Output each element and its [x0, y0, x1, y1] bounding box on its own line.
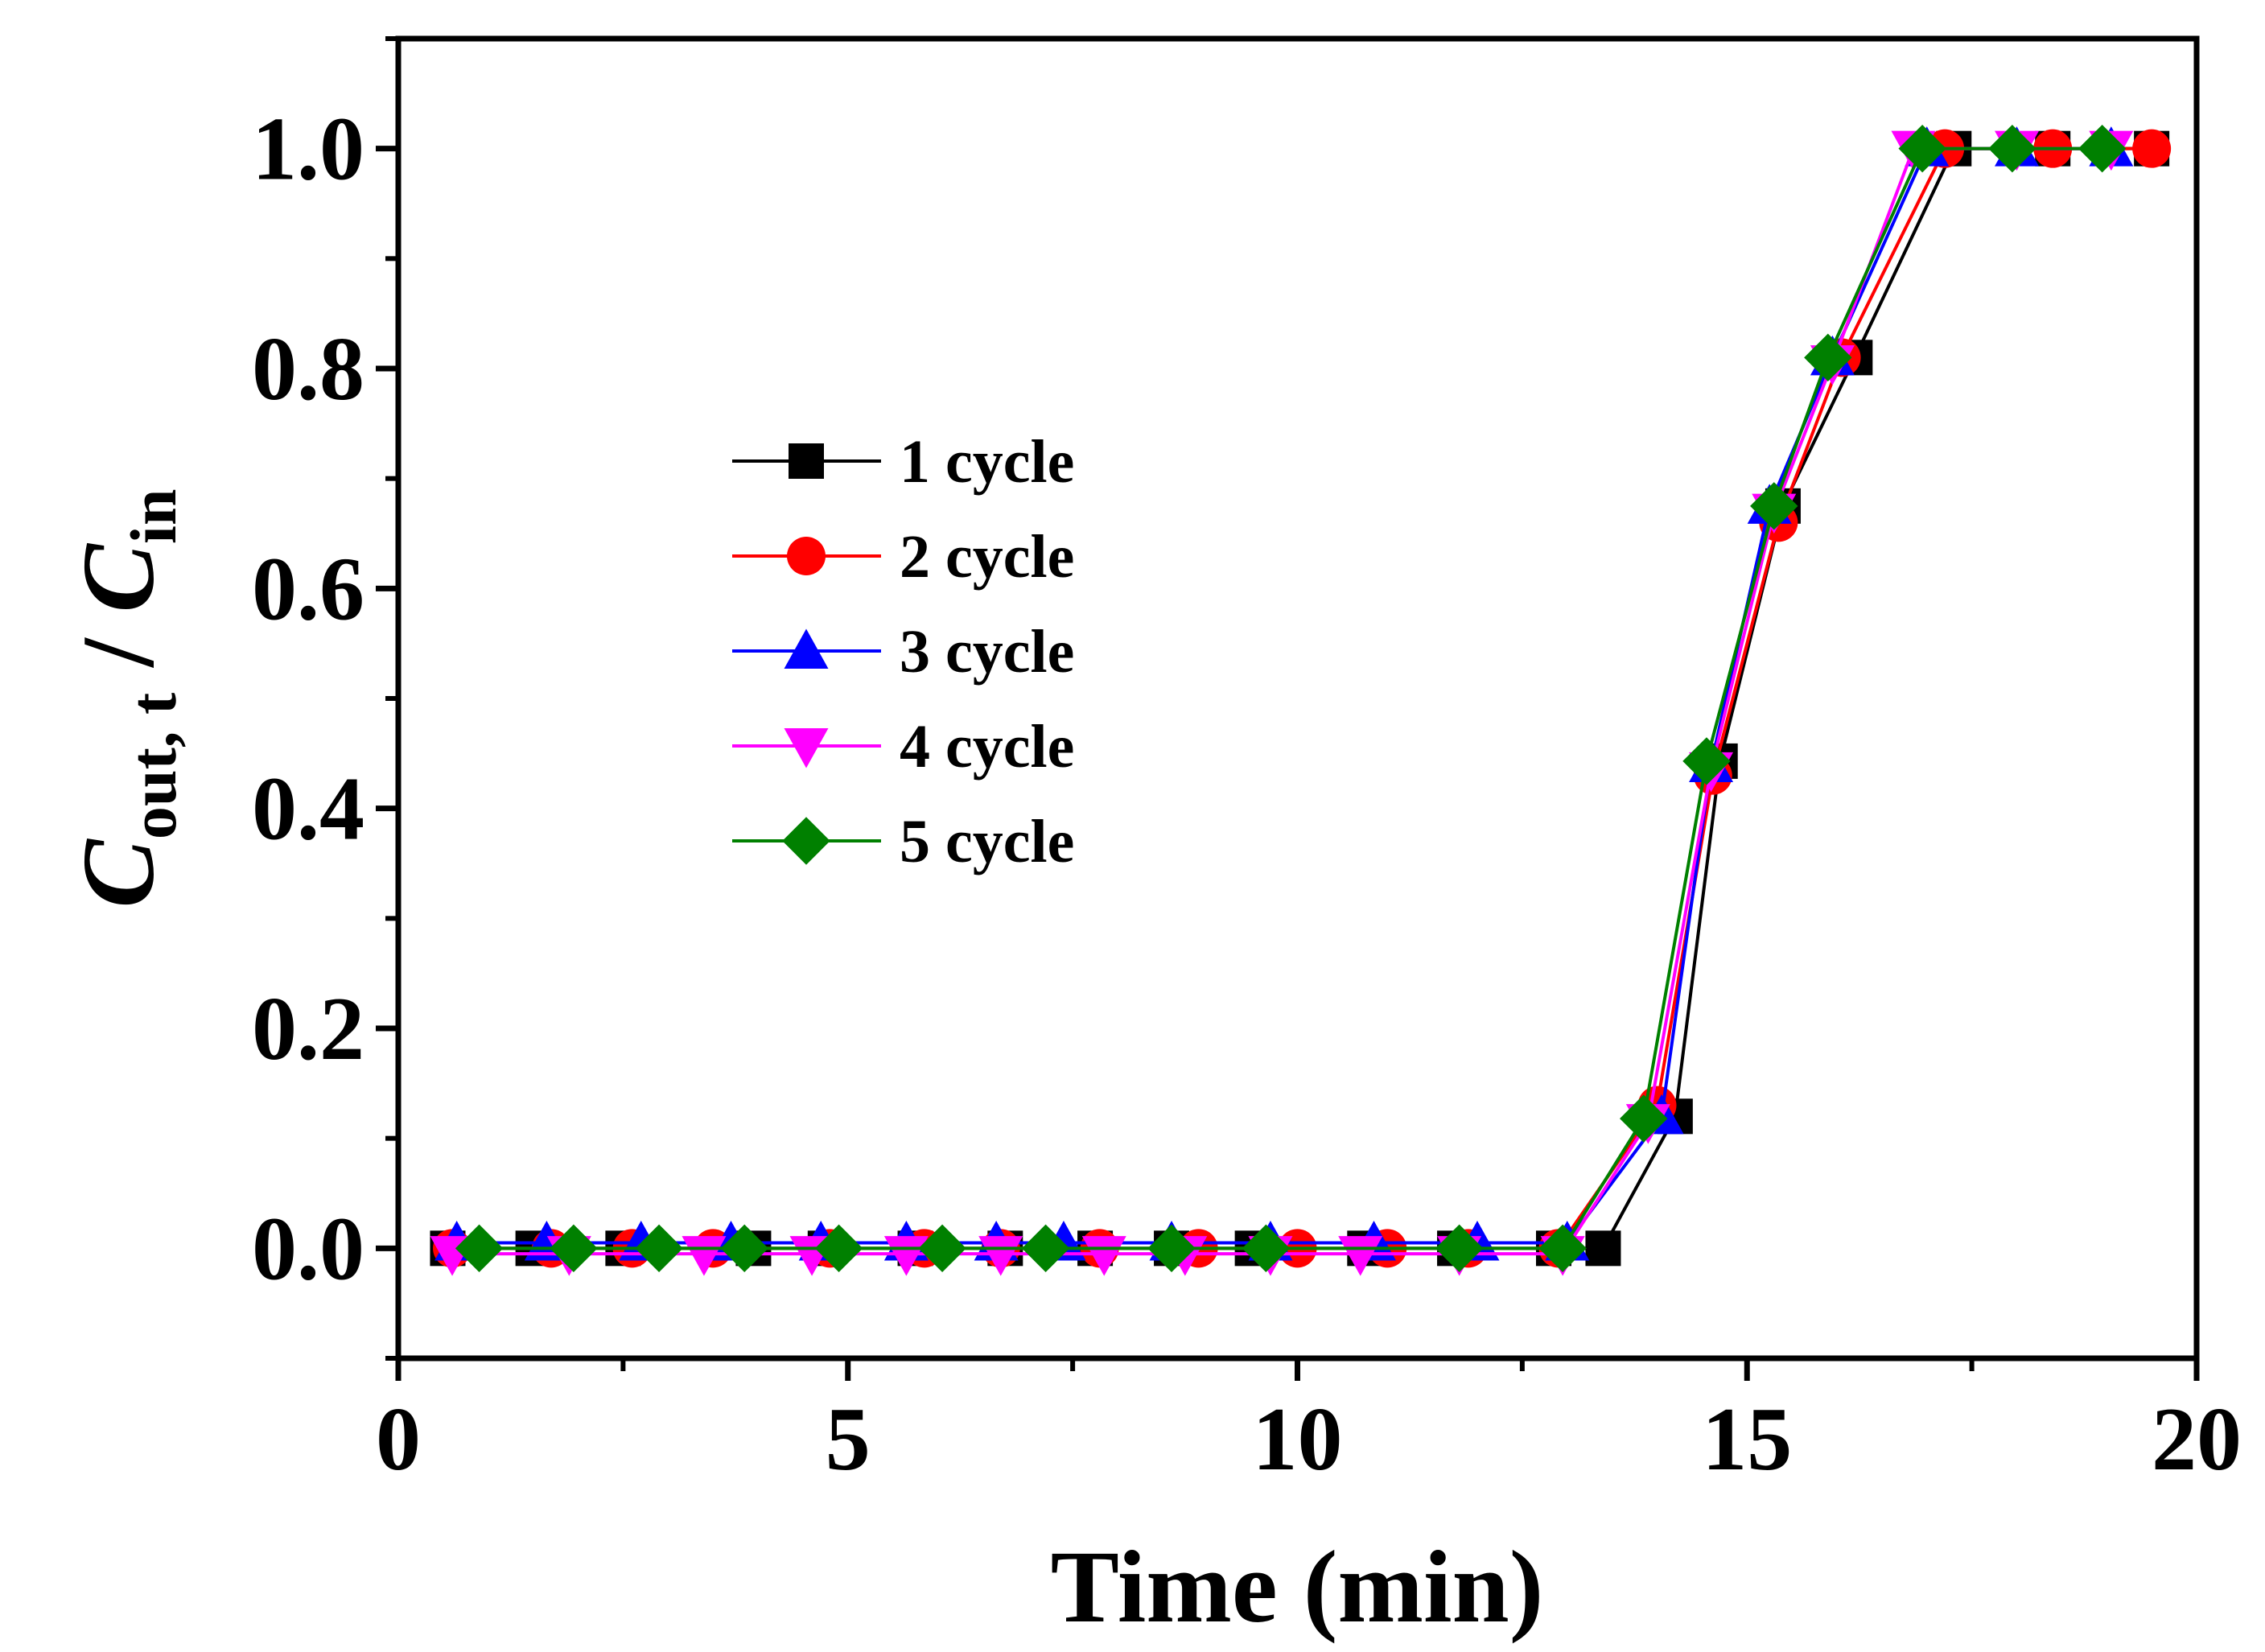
series-1: [430, 130, 2170, 1267]
data-point: [455, 1224, 504, 1273]
legend-label: 2 cycle: [900, 523, 1074, 591]
y-tick-label: 0.6: [252, 539, 364, 639]
data-point: [1898, 124, 1946, 173]
data-point: [1620, 1094, 1668, 1143]
legend-entry: 5 cycle: [732, 808, 1074, 875]
data-point: [1682, 737, 1731, 785]
x-tick-label: 20: [2152, 1390, 2242, 1489]
series-2: [433, 129, 2172, 1268]
data-point: [720, 1224, 768, 1273]
y-axis-title-c-in: C: [61, 542, 175, 612]
y-axis-title-separator: /: [61, 612, 175, 693]
data-point: [883, 1236, 929, 1276]
x-axis-title: Time (min): [1051, 1530, 1544, 1644]
data-point: [635, 1224, 683, 1273]
data-point: [1021, 1224, 1070, 1273]
legend-label: 3 cycle: [900, 618, 1074, 686]
data-point: [1081, 1236, 1126, 1276]
series-5: [455, 124, 2127, 1273]
legend-label: 1 cycle: [900, 428, 1074, 496]
y-tick-label: 0.0: [252, 1199, 364, 1299]
plot-frame: [395, 35, 2200, 1362]
data-point: [978, 1236, 1023, 1276]
x-tick-label: 5: [826, 1390, 871, 1489]
legend-marker: [784, 728, 829, 768]
data-point: [1338, 1236, 1383, 1276]
data-point: [1435, 1224, 1484, 1273]
data-point: [550, 1224, 598, 1273]
data-point: [918, 1224, 966, 1273]
legend-entry: 2 cycle: [732, 523, 1074, 591]
data-point: [1988, 124, 2036, 173]
data-point: [1538, 1224, 1587, 1273]
y-axis-title-sub-in: in: [117, 489, 190, 544]
data-point: [2132, 129, 2172, 168]
series-line: [452, 146, 2152, 1250]
series-3: [434, 126, 2134, 1261]
series-group: [430, 124, 2172, 1276]
data-point: [1804, 333, 1852, 382]
tick-labels: 0 5 10 15 20 0.0 0.2 0.4 0.6 0.8 1.0: [252, 100, 2242, 1489]
y-tick-label: 0.8: [252, 319, 364, 419]
y-tick-label: 1.0: [252, 100, 364, 200]
x-tick-label: 15: [1702, 1390, 1792, 1489]
axis-ticks: [376, 36, 2200, 1381]
legend-label: 5 cycle: [900, 808, 1074, 875]
y-axis-title: Cout, t / Cin: [61, 489, 190, 908]
legend-marker: [789, 443, 824, 479]
legend-entry: 4 cycle: [732, 713, 1074, 781]
legend-entry: 3 cycle: [732, 618, 1074, 686]
y-axis-title-c-out: C: [61, 838, 175, 908]
y-tick-label: 0.4: [252, 760, 364, 859]
x-tick-label: 0: [376, 1390, 421, 1489]
x-tick-label: 10: [1253, 1390, 1343, 1489]
legend-marker: [782, 817, 830, 865]
data-point: [1147, 1224, 1196, 1273]
y-axis-title-sub-out: out, t: [117, 693, 190, 839]
y-tick-label: 0.2: [252, 979, 364, 1079]
data-point: [682, 1236, 727, 1276]
series-line: [479, 146, 2102, 1250]
legend-entry: 1 cycle: [732, 428, 1074, 496]
legend: 1 cycle 2 cycle 3 cycle 4 cycle 5 cycle: [732, 428, 1074, 875]
legend-label: 4 cycle: [900, 713, 1074, 781]
legend-marker: [784, 628, 829, 669]
data-point: [1750, 482, 1798, 530]
series-line: [447, 146, 2152, 1250]
data-point: [1585, 1230, 1621, 1267]
data-point: [814, 1224, 863, 1273]
data-point: [1242, 1224, 1291, 1273]
series-4: [430, 130, 2134, 1276]
data-point: [2078, 124, 2127, 173]
legend-marker: [787, 537, 826, 575]
